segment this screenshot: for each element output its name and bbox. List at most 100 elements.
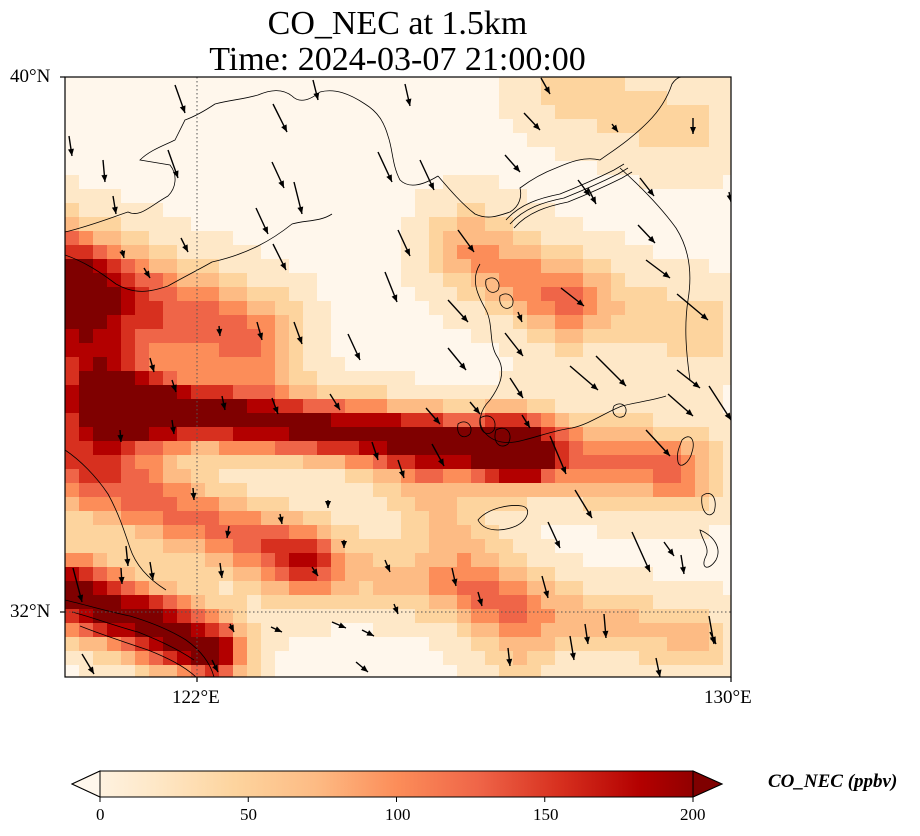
field-cell xyxy=(569,399,584,414)
field-cell xyxy=(163,623,178,638)
field-cell xyxy=(359,133,374,148)
field-cell xyxy=(93,273,108,288)
field-cell xyxy=(541,175,556,190)
field-cell xyxy=(723,273,731,288)
field-cell xyxy=(317,91,332,106)
field-cell xyxy=(471,189,486,204)
field-cell xyxy=(457,637,472,652)
field-cell xyxy=(373,553,388,568)
field-cell xyxy=(149,385,164,400)
field-cell xyxy=(135,287,150,302)
field-cell xyxy=(387,623,402,638)
field-cell xyxy=(79,385,94,400)
field-cell xyxy=(247,483,262,498)
field-cell xyxy=(695,385,710,400)
field-cell xyxy=(443,595,458,610)
field-cell xyxy=(583,609,598,624)
field-cell xyxy=(191,287,206,302)
field-cell xyxy=(359,287,374,302)
field-cell xyxy=(289,567,304,582)
field-cell xyxy=(79,343,94,358)
field-cell xyxy=(359,455,374,470)
field-cell xyxy=(135,147,150,162)
field-cell xyxy=(415,385,430,400)
field-cell xyxy=(527,133,542,148)
field-cell xyxy=(583,315,598,330)
field-cell xyxy=(79,301,94,316)
field-cell xyxy=(611,497,626,512)
field-cell xyxy=(219,161,234,176)
field-cell xyxy=(331,133,346,148)
field-cell xyxy=(611,315,626,330)
field-cell xyxy=(597,623,612,638)
field-cell xyxy=(121,217,136,232)
field-cell xyxy=(275,231,290,246)
xtick-label-122: 122°E xyxy=(172,687,220,708)
field-cell xyxy=(191,623,206,638)
field-cell xyxy=(485,483,500,498)
field-cell xyxy=(261,315,276,330)
field-cell xyxy=(177,497,192,512)
field-cell xyxy=(401,315,416,330)
field-cell xyxy=(569,273,584,288)
field-cell xyxy=(667,665,682,677)
field-cell xyxy=(275,553,290,568)
field-cell xyxy=(331,315,346,330)
field-cell xyxy=(429,189,444,204)
field-cell xyxy=(527,77,542,92)
field-cell xyxy=(401,553,416,568)
colorbar-tick-200: 200 xyxy=(680,805,706,824)
field-cell xyxy=(121,651,136,666)
field-cell xyxy=(107,595,122,610)
field-cell xyxy=(177,455,192,470)
field-cell xyxy=(709,161,724,176)
field-cell xyxy=(695,175,710,190)
field-cell xyxy=(569,161,584,176)
field-cell xyxy=(499,287,514,302)
field-cell xyxy=(695,147,710,162)
field-cell xyxy=(471,161,486,176)
field-cell xyxy=(135,511,150,526)
field-cell xyxy=(233,581,248,596)
field-cell xyxy=(191,665,206,677)
field-cell xyxy=(443,455,458,470)
field-cell xyxy=(513,287,528,302)
field-cell xyxy=(499,567,514,582)
field-cell xyxy=(569,567,584,582)
field-cell xyxy=(401,525,416,540)
field-cell xyxy=(401,231,416,246)
field-cell xyxy=(429,133,444,148)
field-cell xyxy=(555,497,570,512)
field-cell xyxy=(597,525,612,540)
field-cell xyxy=(219,259,234,274)
field-cell xyxy=(401,483,416,498)
field-cell xyxy=(331,567,346,582)
wind-arrow-head xyxy=(354,352,360,360)
field-cell xyxy=(163,441,178,456)
field-cell xyxy=(653,427,668,442)
field-cell xyxy=(205,399,220,414)
field-cell xyxy=(639,217,654,232)
field-cell xyxy=(93,231,108,246)
field-cell xyxy=(541,161,556,176)
field-cell xyxy=(611,161,626,176)
field-cell xyxy=(401,343,416,358)
field-cell xyxy=(471,273,486,288)
field-cell xyxy=(513,231,528,246)
field-cell xyxy=(695,329,710,344)
field-cell xyxy=(695,119,710,134)
field-cell xyxy=(611,539,626,554)
field-cell xyxy=(499,371,514,386)
field-cell xyxy=(457,343,472,358)
coastlines xyxy=(65,77,719,677)
field-cell xyxy=(667,371,682,386)
ytick-label-32: 32°N xyxy=(10,601,51,622)
field-cell xyxy=(471,231,486,246)
wind-arrow-head xyxy=(513,164,520,172)
field-cell xyxy=(471,119,486,134)
wind-arrow-head xyxy=(647,188,654,196)
field-cell xyxy=(79,469,94,484)
field-cell xyxy=(79,315,94,330)
field-cell xyxy=(177,189,192,204)
field-cell xyxy=(443,119,458,134)
